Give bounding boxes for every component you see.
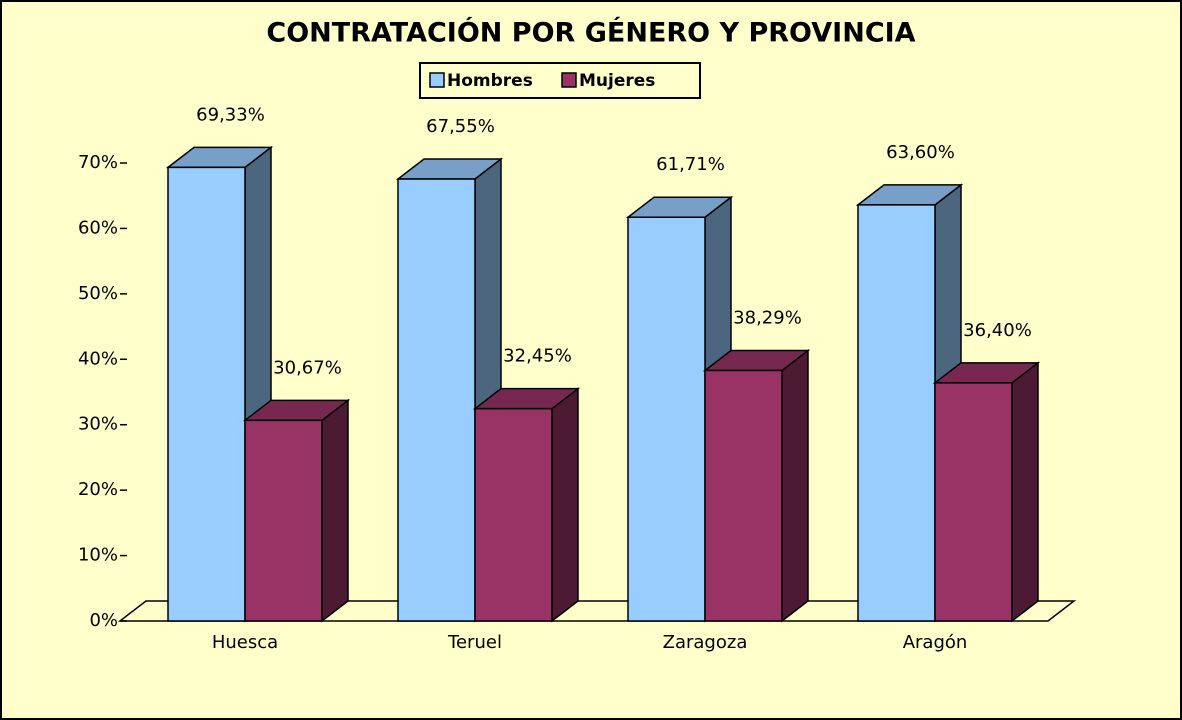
y-tick-label: 0%: [89, 610, 118, 631]
bar: [397, 178, 476, 622]
value-label: 36,40%: [963, 320, 1032, 341]
value-label: 61,71%: [656, 154, 725, 175]
y-tick-label: 50%: [78, 283, 118, 304]
bar: [857, 204, 936, 622]
legend-label: Mujeres: [579, 71, 655, 91]
x-tick-label: Zaragoza: [663, 632, 748, 653]
legend-label: Hombres: [447, 71, 533, 91]
y-tick-label: 70%: [78, 152, 118, 173]
bar: [474, 407, 553, 622]
y-tick-label: 10%: [78, 545, 118, 566]
value-label: 67,55%: [426, 116, 495, 137]
x-tick-label: Huesca: [212, 632, 278, 653]
y-tick-label: 20%: [78, 479, 118, 500]
bar-side: [551, 387, 579, 623]
bar-side: [321, 398, 349, 623]
x-tick-label: Aragón: [903, 632, 968, 653]
bar: [704, 369, 783, 622]
value-label: 32,45%: [503, 346, 572, 367]
bar: [934, 382, 1013, 622]
value-label: 63,60%: [886, 142, 955, 163]
x-tick-label: Teruel: [447, 632, 502, 653]
legend-swatch: [429, 72, 445, 88]
bar: [167, 166, 246, 622]
chart-title: CONTRATACIÓN POR GÉNERO Y PROVINCIA: [266, 17, 915, 49]
legend-box: [419, 62, 701, 99]
y-tick-label: 40%: [78, 348, 118, 369]
y-tick-label: 60%: [78, 217, 118, 238]
bar-side: [1011, 361, 1039, 623]
value-label: 69,33%: [196, 104, 265, 125]
legend-swatch: [561, 72, 577, 88]
bar: [244, 419, 323, 622]
bar: [627, 216, 706, 622]
value-label: 38,29%: [733, 307, 802, 328]
y-tick-label: 30%: [78, 414, 118, 435]
bar-side: [781, 348, 809, 623]
value-label: 30,67%: [273, 357, 342, 378]
